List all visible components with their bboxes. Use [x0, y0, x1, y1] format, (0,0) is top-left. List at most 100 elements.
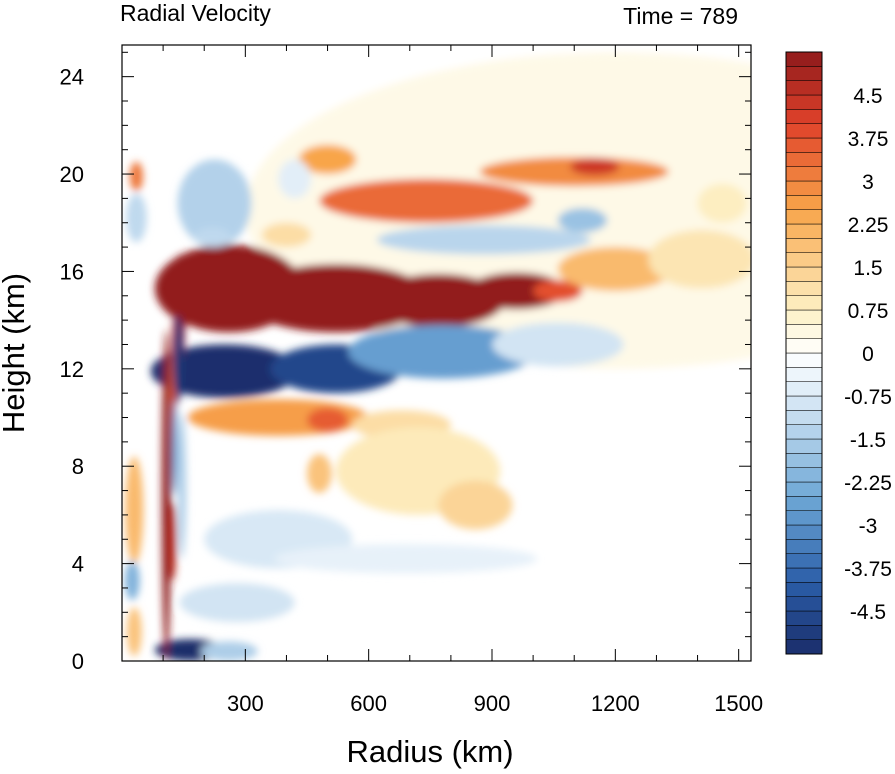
- colorbar-swatch: [785, 367, 823, 382]
- field-feature: [150, 344, 299, 399]
- field-feature: [467, 272, 566, 310]
- colorbar-swatch: [785, 610, 823, 626]
- field-feature: [492, 322, 624, 367]
- field-feature: [307, 454, 332, 493]
- colorbar-label: -3: [859, 515, 878, 538]
- chart-title: Radial Velocity: [120, 0, 271, 26]
- colorbar-swatch: [785, 295, 823, 311]
- x-tick-label: 1200: [591, 691, 640, 716]
- field-feature: [533, 279, 583, 302]
- field-feature: [125, 456, 144, 564]
- colorbar-label: 4.5: [853, 85, 882, 108]
- plot-frame: [121, 44, 752, 662]
- field-feature: [168, 502, 177, 581]
- field-feature: [438, 480, 513, 530]
- colorbar-label: 1.5: [853, 257, 882, 280]
- colorbar-label: -0.75: [844, 386, 892, 409]
- colorbar-swatch: [785, 567, 823, 583]
- field-feature: [557, 247, 673, 291]
- field-feature: [129, 161, 143, 192]
- colorbar-swatch: [785, 438, 823, 454]
- colorbar-swatch: [785, 467, 823, 483]
- colorbar-swatch: [785, 524, 823, 540]
- field-feature: [124, 561, 140, 601]
- colorbar-swatch: [785, 338, 823, 354]
- field-feature: [241, 264, 431, 333]
- colorbar-swatch: [785, 539, 823, 554]
- colorbar-swatch: [785, 496, 823, 511]
- field-feature: [307, 407, 349, 433]
- field-feature: [376, 225, 591, 255]
- y-tick-label: 8: [72, 454, 84, 479]
- field-feature: [126, 607, 142, 657]
- colorbar-swatch: [785, 152, 823, 167]
- x-tick-label: 600: [350, 691, 387, 716]
- field-feature: [171, 398, 178, 496]
- axes: 300 600 900 1200 1500 0 4 8 12 16 20 24: [60, 45, 763, 716]
- colorbar-swatch: [785, 324, 823, 339]
- colorbar-label: -1.5: [850, 429, 886, 452]
- colorbar-swatch: [785, 410, 823, 425]
- field-feature: [298, 144, 357, 175]
- colorbar-label: 3: [862, 171, 874, 194]
- field-feature: [193, 227, 231, 248]
- y-tick-label: 24: [60, 65, 84, 90]
- colorbar-swatch: [785, 123, 823, 139]
- colorbar-swatch: [785, 223, 823, 239]
- colorbar-label: -3.75: [844, 558, 892, 581]
- colorbar-swatch: [785, 80, 823, 96]
- colorbar-swatch: [785, 553, 823, 569]
- y-tick-label: 12: [60, 357, 84, 382]
- field-feature: [177, 412, 187, 559]
- colorbar-swatch: [785, 582, 823, 597]
- colorbar-swatch: [785, 381, 823, 397]
- colorbar-swatch: [785, 596, 823, 612]
- colorbar-label: 3.75: [848, 128, 889, 151]
- colorbar-swatch: [785, 209, 823, 225]
- colorbar-swatch: [785, 180, 823, 196]
- colorbar-label: 0: [862, 343, 874, 366]
- field-feature: [179, 583, 295, 623]
- x-tick-label: 900: [474, 691, 511, 716]
- field-feature: [274, 544, 538, 574]
- colorbar-swatch: [785, 424, 823, 440]
- colorbar-swatch: [785, 94, 823, 110]
- colorbar-swatch: [785, 395, 823, 411]
- y-tick-label: 0: [72, 649, 84, 674]
- colorbar-swatch: [785, 481, 823, 497]
- field-feature: [348, 325, 538, 379]
- colorbar-label: -4.5: [850, 601, 886, 624]
- colorbar-swatch: [785, 309, 823, 325]
- colorbar-swatch: [785, 639, 823, 655]
- colorbar-swatch: [785, 51, 823, 67]
- field-feature: [161, 329, 171, 661]
- colorbar-swatch: [785, 453, 823, 468]
- field-feature: [557, 208, 608, 233]
- colorbar-swatch: [785, 137, 823, 153]
- colorbar-swatch: [785, 109, 823, 124]
- colorbar-label: 2.25: [848, 214, 889, 237]
- field-feature: [648, 230, 751, 289]
- field-feature: [261, 222, 312, 248]
- colorbar-swatch: [785, 195, 823, 210]
- colorbar-swatch: [785, 266, 823, 282]
- field-feature: [278, 159, 312, 199]
- colorbar-swatch: [785, 66, 823, 81]
- colorbar-swatch: [785, 281, 823, 296]
- colorbar-swatch: [785, 252, 823, 268]
- colorbar-swatch: [785, 510, 823, 526]
- colorbar-label: -2.25: [844, 472, 892, 495]
- field-feature: [172, 315, 183, 403]
- heatmap-area: [122, 45, 751, 661]
- y-axis-label: Height (km): [0, 273, 31, 433]
- colorbar-label: 0.75: [848, 300, 889, 323]
- field-feature: [479, 157, 669, 187]
- colorbar-swatch: [785, 352, 823, 368]
- field-feature: [200, 641, 258, 661]
- colorbar: 4.5 3.75 3 2.25 1.5 0.75 0 -0.75 -1.5 -2.25 -3 -3.7…: [785, 51, 892, 655]
- x-tick-label: 1500: [714, 691, 763, 716]
- y-tick-label: 20: [60, 162, 84, 187]
- field-feature: [319, 178, 534, 223]
- x-axis-label: Radius (km): [346, 734, 513, 769]
